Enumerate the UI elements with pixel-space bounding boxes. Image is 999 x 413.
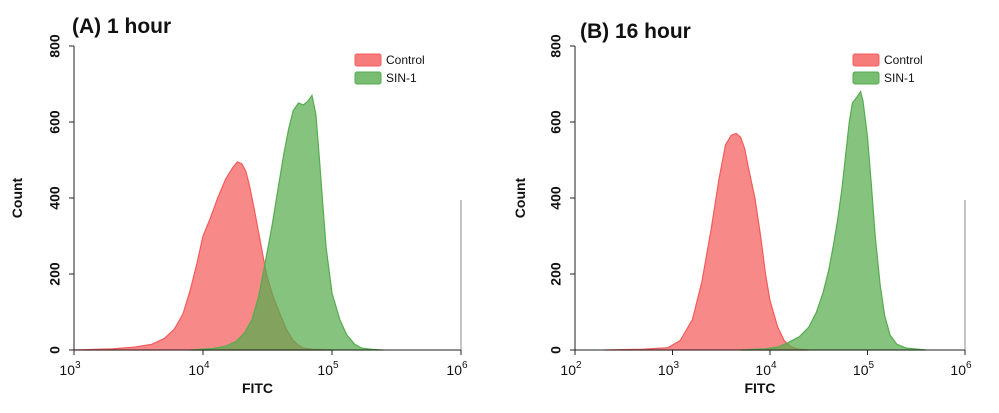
legend-label: Control bbox=[884, 53, 923, 67]
series-area-sin-1 bbox=[190, 93, 384, 351]
legend-swatch bbox=[354, 53, 382, 67]
y-tick-label: 400 bbox=[548, 186, 564, 210]
legend-label: Control bbox=[386, 53, 425, 67]
x-tick-label: 105 bbox=[853, 360, 875, 378]
legend-swatch bbox=[852, 53, 880, 67]
x-tick-label: 103 bbox=[59, 360, 81, 378]
legend-label: SIN-1 bbox=[386, 71, 417, 85]
series-area-sin-1 bbox=[740, 90, 927, 351]
x-tick-label: 106 bbox=[950, 360, 972, 378]
series-area-control bbox=[604, 132, 809, 351]
x-tick-exponent: 4 bbox=[771, 360, 777, 371]
y-tick-label: 800 bbox=[47, 34, 63, 58]
x-tick-exponent: 3 bbox=[75, 360, 81, 371]
x-tick-label: 104 bbox=[755, 360, 777, 378]
x-tick-base: 10 bbox=[317, 362, 333, 378]
y-tick-label: 0 bbox=[47, 346, 63, 354]
x-tick-exponent: 4 bbox=[204, 360, 210, 371]
y-tick-label: 800 bbox=[548, 34, 564, 58]
x-tick-base: 10 bbox=[188, 362, 204, 378]
x-tick-base: 10 bbox=[59, 362, 75, 378]
y-tick-label: 400 bbox=[47, 186, 63, 210]
legend: Control SIN-1 bbox=[354, 53, 425, 85]
x-tick-label: 106 bbox=[446, 360, 468, 378]
x-axis-title: FITC bbox=[744, 380, 775, 396]
x-tick-exponent: 6 bbox=[966, 360, 972, 371]
chart-title: (B) 16 hour bbox=[580, 20, 691, 43]
y-tick-label: 0 bbox=[548, 346, 564, 354]
x-tick-base: 10 bbox=[755, 362, 771, 378]
y-tick-label: 200 bbox=[548, 262, 564, 286]
chart-title: (A) 1 hour bbox=[72, 15, 171, 38]
legend-swatch bbox=[852, 71, 880, 85]
x-axis-title: FITC bbox=[242, 380, 273, 396]
x-tick-base: 10 bbox=[446, 362, 462, 378]
y-tick-label: 200 bbox=[47, 262, 63, 286]
x-tick-exponent: 2 bbox=[576, 360, 582, 371]
y-axis-title: Count bbox=[512, 177, 528, 218]
x-tick-base: 10 bbox=[560, 362, 576, 378]
x-tick-exponent: 5 bbox=[869, 360, 875, 371]
x-tick-label: 102 bbox=[560, 360, 582, 378]
x-tick-label: 103 bbox=[658, 360, 680, 378]
x-tick-base: 10 bbox=[658, 362, 674, 378]
y-tick-label: 600 bbox=[47, 110, 63, 134]
y-tick-label: 600 bbox=[548, 110, 564, 134]
x-tick-exponent: 6 bbox=[462, 360, 468, 371]
legend-swatch bbox=[354, 71, 382, 85]
legend: Control SIN-1 bbox=[852, 53, 923, 85]
y-axis-title: Count bbox=[9, 177, 25, 218]
x-tick-base: 10 bbox=[950, 362, 966, 378]
legend-label: SIN-1 bbox=[884, 71, 915, 85]
x-tick-base: 10 bbox=[853, 362, 869, 378]
x-tick-label: 104 bbox=[188, 360, 210, 378]
x-tick-exponent: 5 bbox=[333, 360, 339, 371]
x-tick-exponent: 3 bbox=[674, 360, 680, 371]
x-tick-label: 105 bbox=[317, 360, 339, 378]
